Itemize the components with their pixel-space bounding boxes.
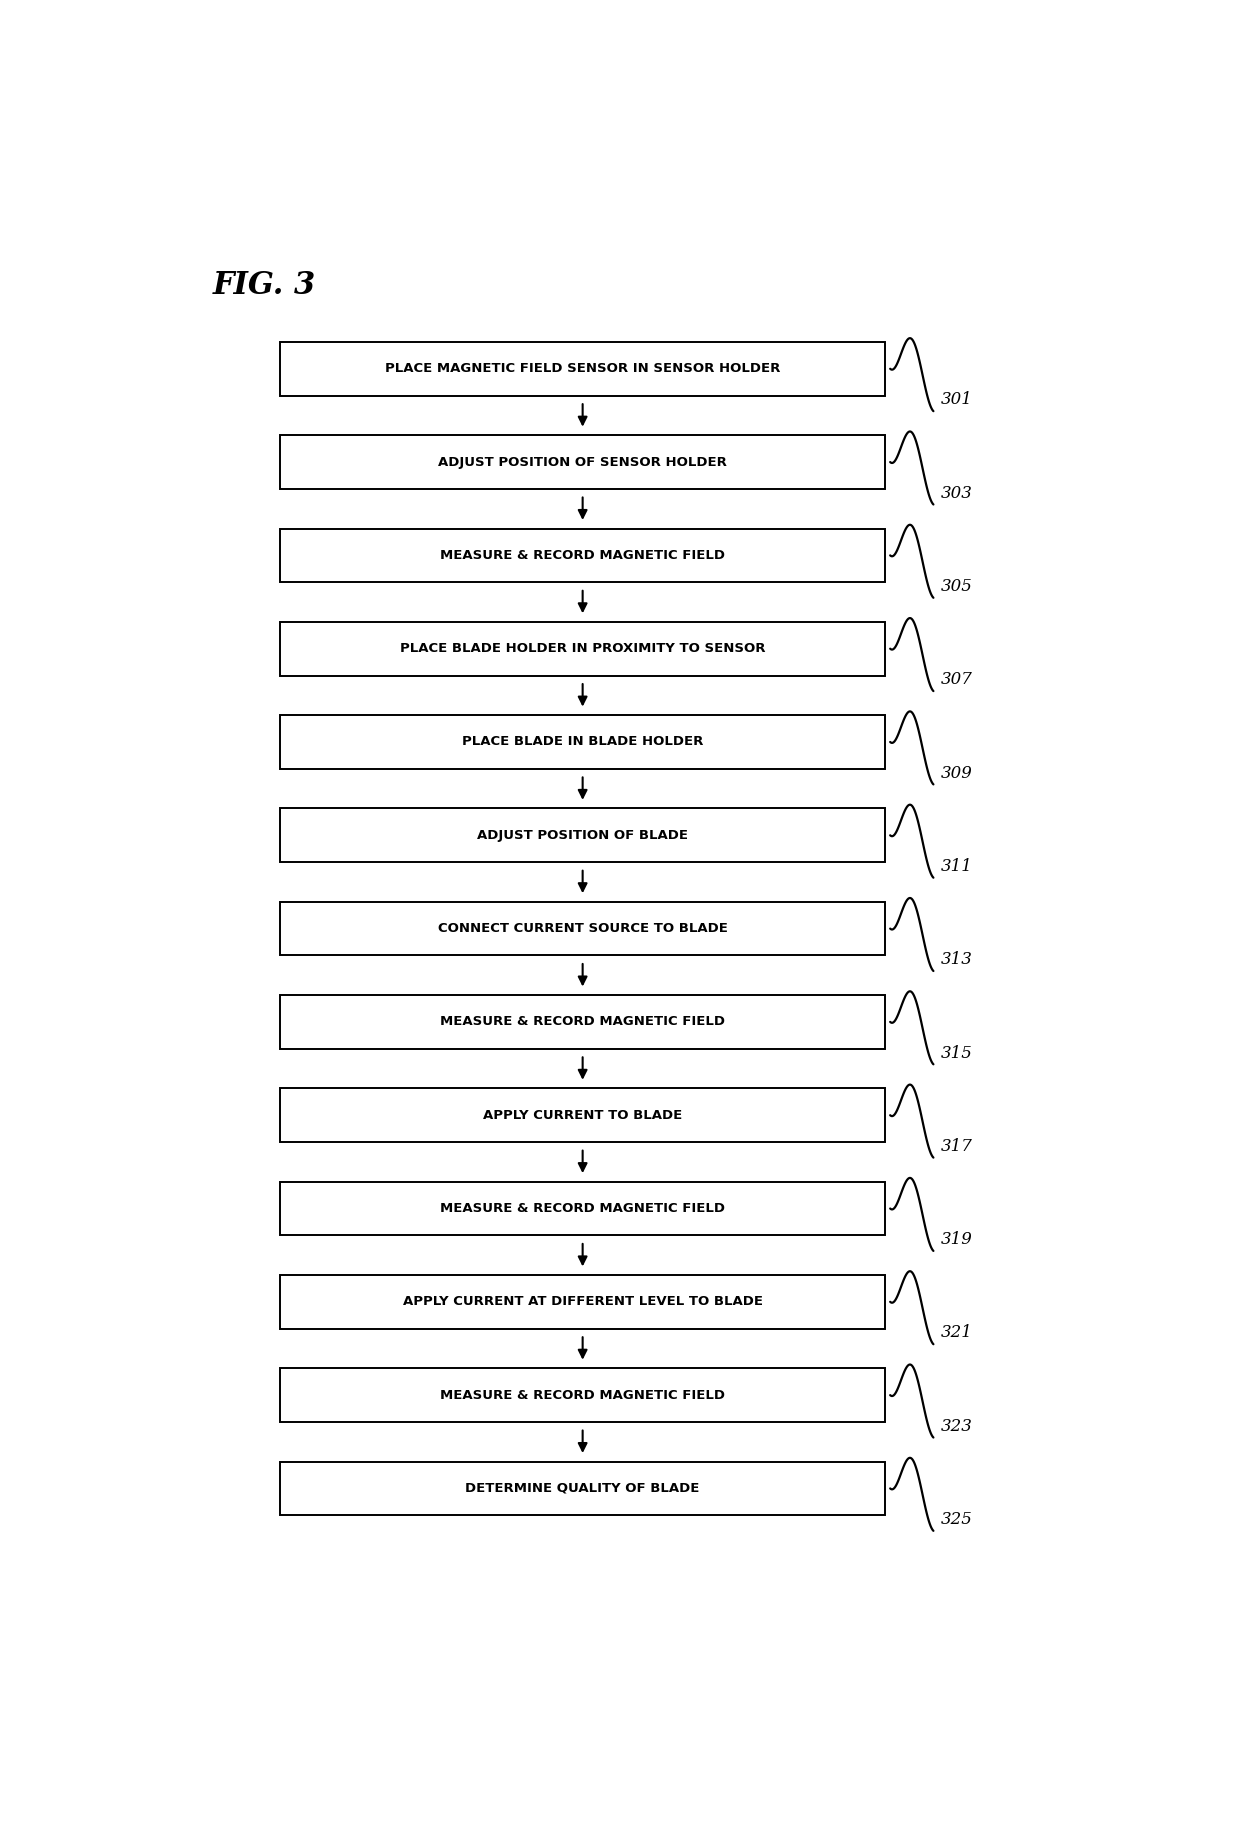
- Text: 303: 303: [941, 485, 973, 501]
- FancyBboxPatch shape: [280, 1368, 885, 1421]
- Text: 319: 319: [941, 1232, 973, 1248]
- FancyBboxPatch shape: [280, 435, 885, 488]
- Text: 307: 307: [941, 672, 973, 688]
- Text: 311: 311: [941, 857, 973, 876]
- Text: 309: 309: [941, 764, 973, 782]
- Text: PLACE MAGNETIC FIELD SENSOR IN SENSOR HOLDER: PLACE MAGNETIC FIELD SENSOR IN SENSOR HO…: [384, 362, 780, 375]
- Text: ADJUST POSITION OF BLADE: ADJUST POSITION OF BLADE: [477, 828, 688, 841]
- Text: DETERMINE QUALITY OF BLADE: DETERMINE QUALITY OF BLADE: [465, 1482, 699, 1495]
- Text: 321: 321: [941, 1324, 973, 1342]
- FancyBboxPatch shape: [280, 1089, 885, 1142]
- Text: MEASURE & RECORD MAGNETIC FIELD: MEASURE & RECORD MAGNETIC FIELD: [440, 1203, 725, 1215]
- Text: 313: 313: [941, 951, 973, 968]
- FancyBboxPatch shape: [280, 714, 885, 769]
- Text: 325: 325: [941, 1511, 973, 1528]
- FancyBboxPatch shape: [280, 995, 885, 1048]
- Text: CONNECT CURRENT SOURCE TO BLADE: CONNECT CURRENT SOURCE TO BLADE: [438, 922, 728, 935]
- FancyBboxPatch shape: [280, 808, 885, 863]
- Text: MEASURE & RECORD MAGNETIC FIELD: MEASURE & RECORD MAGNETIC FIELD: [440, 549, 725, 562]
- FancyBboxPatch shape: [280, 1274, 885, 1329]
- Text: APPLY CURRENT TO BLADE: APPLY CURRENT TO BLADE: [484, 1109, 682, 1122]
- Text: MEASURE & RECORD MAGNETIC FIELD: MEASURE & RECORD MAGNETIC FIELD: [440, 1388, 725, 1401]
- Text: 301: 301: [941, 391, 973, 408]
- FancyBboxPatch shape: [280, 622, 885, 676]
- Text: FIG. 3: FIG. 3: [213, 270, 316, 301]
- FancyBboxPatch shape: [280, 901, 885, 955]
- FancyBboxPatch shape: [280, 1182, 885, 1236]
- FancyBboxPatch shape: [280, 341, 885, 395]
- Text: 315: 315: [941, 1045, 973, 1061]
- FancyBboxPatch shape: [280, 529, 885, 582]
- Text: 323: 323: [941, 1417, 973, 1434]
- Text: 305: 305: [941, 578, 973, 595]
- Text: APPLY CURRENT AT DIFFERENT LEVEL TO BLADE: APPLY CURRENT AT DIFFERENT LEVEL TO BLAD…: [403, 1296, 763, 1309]
- Text: ADJUST POSITION OF SENSOR HOLDER: ADJUST POSITION OF SENSOR HOLDER: [438, 455, 727, 468]
- Text: MEASURE & RECORD MAGNETIC FIELD: MEASURE & RECORD MAGNETIC FIELD: [440, 1015, 725, 1028]
- Text: PLACE BLADE HOLDER IN PROXIMITY TO SENSOR: PLACE BLADE HOLDER IN PROXIMITY TO SENSO…: [399, 643, 765, 655]
- Text: 317: 317: [941, 1138, 973, 1155]
- Text: PLACE BLADE IN BLADE HOLDER: PLACE BLADE IN BLADE HOLDER: [463, 736, 703, 749]
- FancyBboxPatch shape: [280, 1461, 885, 1515]
